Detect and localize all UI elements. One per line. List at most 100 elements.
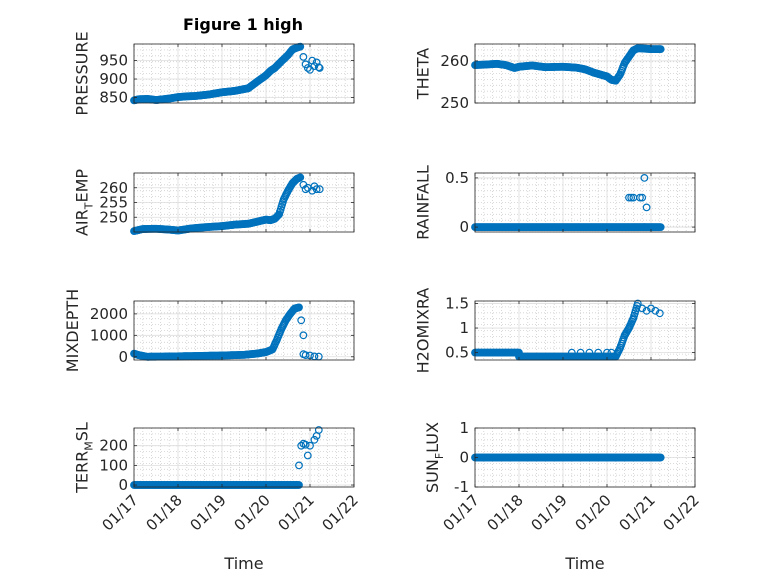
- data-point: [594, 348, 603, 357]
- y-tick-label: 900: [99, 70, 128, 88]
- axes-box: [474, 172, 696, 233]
- data-point: [315, 64, 324, 72]
- data-point: [297, 441, 306, 450]
- x-tick-label: 01/18: [143, 491, 186, 534]
- y-tick-label: 200: [99, 437, 128, 455]
- series-h2omixra: [471, 299, 664, 361]
- y-tick-label: 1: [459, 419, 469, 437]
- data-point: [640, 223, 649, 232]
- data-point: [640, 173, 649, 182]
- subplot-sun_flux: -1 0 1 01/17 01/18 01/19 01/20 01/21 01/22 SUNFLU…: [423, 419, 703, 573]
- axes-box: [133, 300, 355, 361]
- data-point: [651, 306, 660, 315]
- y-tick-label: 950: [99, 52, 128, 70]
- subplot-theta: 250 260 THETA: [414, 43, 696, 112]
- y-tick-label: 250: [440, 94, 469, 112]
- data-point: [301, 440, 310, 449]
- x-tick-label: 01/19: [187, 491, 230, 534]
- y-tick-label: 100: [99, 456, 128, 474]
- axes-box: [474, 43, 696, 104]
- y-axis-label: PRESSURE: [73, 31, 92, 115]
- y-axis-label: THETA: [414, 48, 433, 100]
- data-point: [296, 173, 305, 182]
- data-point: [314, 63, 323, 72]
- data-point: [297, 316, 306, 325]
- series-sun_flux: [471, 453, 665, 462]
- data-point: [585, 348, 594, 357]
- axes-box: [133, 43, 355, 104]
- x-axis-label: Time: [564, 554, 604, 573]
- grid: [133, 43, 355, 104]
- data-point: [567, 348, 576, 357]
- data-point: [301, 351, 310, 360]
- y-tick-label: 0.5: [445, 344, 469, 362]
- x-tick-label: 01/20: [231, 491, 274, 534]
- x-tick-label: 01/17: [99, 491, 142, 534]
- data-point: [647, 304, 655, 313]
- data-point: [303, 451, 312, 460]
- y-tick-label: 1: [459, 319, 469, 337]
- data-point: [638, 304, 647, 313]
- y-axis-label: RAINFALL: [414, 165, 433, 240]
- x-tick-label: 01/17: [440, 491, 483, 534]
- y-axis-label: SUNFLUX: [423, 422, 446, 493]
- y-tick-label: 1000: [90, 326, 128, 344]
- y-tick-label: 260: [440, 52, 469, 70]
- y-axis-label: AIRTEMP: [73, 169, 96, 236]
- y-tick-label: 255: [99, 194, 128, 212]
- x-tick-label: 01/18: [484, 491, 527, 534]
- data-point: [656, 453, 665, 462]
- subplot-h2omixra: 0.5 1 1.5 H2OMIXRA: [414, 288, 696, 374]
- data-point: [638, 193, 647, 202]
- series-terr_msl: [130, 426, 323, 489]
- data-point: [299, 331, 308, 340]
- data-point: [308, 186, 317, 195]
- y-tick-label: 0: [118, 348, 128, 366]
- y-tick-label: 850: [99, 88, 128, 106]
- y-axis-label: H2OMIXRA: [414, 288, 433, 374]
- data-point: [603, 348, 611, 357]
- y-tick-label: 1.5: [445, 294, 469, 312]
- y-axis-label: MIXDEPTH: [63, 289, 82, 372]
- data-point: [310, 435, 319, 444]
- x-tick-label: 01/19: [528, 491, 571, 534]
- data-point: [633, 299, 642, 308]
- y-tick-label: 0.5: [445, 169, 469, 187]
- data-point: [273, 211, 282, 220]
- x-tick-label: 01/21: [616, 491, 659, 534]
- data-point: [315, 185, 324, 194]
- y-tick-label: 2000: [90, 305, 128, 323]
- y-tick-label: 0: [459, 218, 469, 236]
- y-tick-label: 0: [118, 476, 128, 494]
- data-point: [295, 461, 303, 470]
- data-point: [299, 53, 308, 61]
- y-tick-label: 0: [459, 449, 469, 467]
- y-tick-label: 250: [99, 208, 128, 226]
- data-point: [656, 223, 665, 232]
- subplot-mixdepth: 0 1000 2000 MIXDEPTH: [63, 289, 355, 372]
- data-point: [642, 306, 651, 315]
- data-point: [627, 193, 636, 202]
- x-tick-label: 01/20: [572, 491, 615, 534]
- y-tick-label: 260: [99, 179, 128, 197]
- data-point: [576, 348, 585, 357]
- subplot-rainfall: 0 0.5 RAINFALL: [414, 165, 696, 240]
- series-mixdepth: [130, 303, 323, 361]
- data-point: [656, 45, 665, 53]
- x-tick-label: 01/22: [319, 491, 362, 534]
- axes-box: [133, 427, 355, 488]
- data-point: [607, 348, 616, 357]
- data-point: [295, 481, 303, 489]
- series-pressure: [130, 42, 324, 105]
- y-tick-label: -1: [454, 478, 469, 496]
- data-point: [295, 303, 303, 312]
- data-point: [314, 426, 323, 434]
- data-point: [296, 42, 305, 51]
- data-point: [306, 441, 314, 450]
- x-axis-label: Time: [223, 554, 263, 573]
